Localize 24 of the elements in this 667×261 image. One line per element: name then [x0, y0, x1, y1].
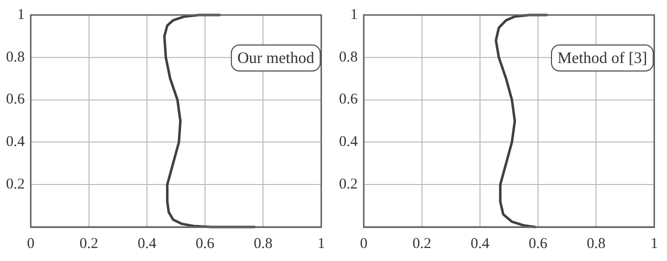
x-tick-label: 1: [318, 236, 325, 252]
x-tick-label: 0.6: [196, 236, 215, 252]
y-tick-label: 0.6: [339, 92, 358, 108]
x-tick-label: 0.4: [138, 236, 157, 252]
x-tick-label: 0.2: [412, 236, 432, 252]
y-tick-label: 0.2: [339, 176, 358, 193]
y-tick-label: 0.8: [6, 49, 25, 66]
y-tick-label: 1: [17, 6, 25, 23]
x-tick-label: 0.8: [586, 236, 606, 252]
x-tick-label: 0.8: [254, 236, 273, 252]
y-tick-label: 0.4: [339, 134, 358, 150]
x-tick-label: 0.2: [79, 236, 98, 252]
x-tick-label: 0.4: [470, 236, 490, 252]
x-tick-label: 1: [650, 236, 658, 252]
x-tick-label: 0: [27, 236, 34, 252]
y-tick-label: 0.2: [6, 176, 25, 193]
text: Method of [3]: [557, 50, 648, 68]
x-tick-label: 0.6: [528, 236, 548, 252]
y-tick-label: 0.8: [339, 49, 358, 66]
y-tick-label: 0.4: [6, 134, 26, 150]
y-tick-label: 1: [350, 6, 358, 23]
text: Our method: [237, 50, 314, 68]
x-tick-label: 0: [360, 236, 368, 252]
y-tick-label: 0.6: [6, 92, 26, 108]
